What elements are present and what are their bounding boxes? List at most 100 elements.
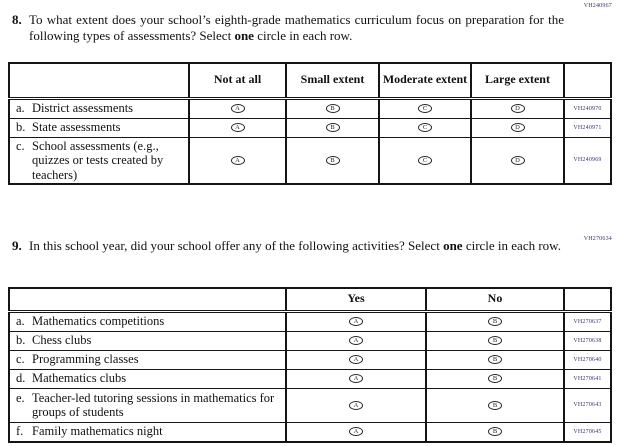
q8-col-header-moderate-extent: Moderate extent [378, 62, 472, 100]
q8-empty-header-cell [8, 62, 190, 100]
q8-empty-code-header-cell [563, 62, 612, 100]
row-label: c. Programming classes [8, 349, 287, 370]
answer-cell: A [285, 368, 427, 389]
row-label: d. Mathematics clubs [8, 368, 287, 389]
row-code: VH270643 [563, 387, 612, 423]
q8-answer-table: Not at all Small extent Moderate extent … [8, 62, 612, 185]
row-code: VH240970 [563, 97, 612, 119]
question-9-number: 9. [12, 238, 22, 253]
answer-bubble[interactable]: C [418, 123, 432, 133]
q8-col-header-small-extent: Small extent [285, 62, 380, 100]
row-label-text: Mathematics competitions [32, 314, 165, 329]
q9-col-header-no: No [425, 287, 565, 313]
answer-cell: D [470, 97, 565, 119]
answer-bubble[interactable]: A [349, 317, 363, 327]
answer-bubble[interactable]: B [325, 123, 340, 133]
row-letter: f. [16, 424, 24, 439]
row-code: VH240969 [563, 136, 612, 185]
answer-cell: A [285, 330, 427, 351]
answer-bubble[interactable]: A [349, 400, 363, 410]
answer-bubble[interactable]: A [349, 427, 363, 437]
q8-col-header-large-extent: Large extent [470, 62, 565, 100]
answer-cell: A [285, 310, 427, 332]
row-code: VH270638 [563, 330, 612, 351]
row-letter: a. [16, 101, 25, 116]
answer-bubble[interactable]: A [349, 374, 363, 384]
question-8-bold-word: one [234, 27, 254, 43]
question-9-text: 9. In this school year, did your school o… [12, 238, 564, 254]
q9-row-programming-classes: c. Programming classes A B VH270640 [8, 349, 612, 370]
row-letter: c. [16, 352, 25, 367]
answer-bubble[interactable]: A [349, 336, 363, 346]
row-letter: a. [16, 314, 25, 329]
answer-cell: B [425, 368, 565, 389]
answer-bubble[interactable]: B [488, 355, 502, 365]
q9-col-header-yes: Yes [285, 287, 427, 313]
answer-cell: B [425, 330, 565, 351]
answer-bubble[interactable]: A [230, 104, 245, 114]
q8-row-state-assessments: b. State assessments A B C D VH240971 [8, 117, 612, 138]
answer-cell: B [425, 387, 565, 423]
question-9-bold-word: one [443, 238, 463, 253]
q9-header-row: Yes No [8, 287, 612, 313]
row-label-text: Chess clubs [32, 333, 92, 348]
q8-header-row: Not at all Small extent Moderate extent … [8, 62, 612, 100]
answer-cell: B [285, 136, 380, 185]
q9-empty-code-header-cell [563, 287, 612, 313]
row-letter: b. [16, 333, 26, 348]
answer-cell: A [285, 421, 427, 442]
answer-cell: A [285, 349, 427, 370]
question-8-text-after: circle in each row. [257, 27, 353, 43]
answer-bubble[interactable]: D [510, 156, 525, 166]
answer-bubble[interactable]: A [230, 123, 245, 133]
answer-bubble[interactable]: C [418, 156, 432, 166]
answer-bubble[interactable]: C [418, 104, 432, 114]
answer-bubble[interactable]: B [325, 104, 340, 114]
row-label: c. School assessments (e.g., quizzes or t… [8, 136, 190, 185]
answer-bubble[interactable]: B [488, 317, 502, 327]
q8-row-district-assessments: a. District assessments A B C D VH240970 [8, 97, 612, 119]
question-9-text-before: In this school year, did your school off… [29, 238, 440, 253]
row-code: VH270645 [563, 421, 612, 442]
row-label-text: School assessments (e.g., quizzes or tes… [32, 138, 164, 182]
answer-cell: A [285, 387, 427, 423]
question-9-text-after: circle in each row. [465, 238, 561, 253]
row-label-text: Family mathematics night [32, 424, 163, 439]
row-code: VH240971 [563, 117, 612, 138]
row-label-text: Programming classes [32, 352, 139, 367]
row-label: b. Chess clubs [8, 330, 287, 351]
question-9-code: VH270634 [583, 236, 612, 242]
answer-cell: A [188, 136, 287, 185]
q9-answer-table: Yes No a. Mathematics competitions A B VH… [8, 287, 612, 443]
row-label: e. Teacher-led tutoring sessions in mathe… [8, 387, 287, 423]
answer-cell: C [378, 97, 472, 119]
row-label-text: District assessments [32, 101, 134, 116]
question-8-text: 8. To what extent does your school’s eigh… [12, 12, 564, 44]
answer-bubble[interactable]: D [510, 123, 525, 133]
answer-cell: D [470, 136, 565, 185]
answer-cell: C [378, 136, 472, 185]
row-label: a. District assessments [8, 97, 190, 119]
row-label-text: State assessments [32, 120, 121, 135]
answer-cell: B [425, 349, 565, 370]
row-code: VH270637 [563, 310, 612, 332]
answer-cell: A [188, 97, 287, 119]
row-label: b. State assessments [8, 117, 190, 138]
answer-cell: B [285, 117, 380, 138]
answer-bubble[interactable]: B [488, 427, 502, 437]
answer-bubble[interactable]: B [325, 156, 340, 166]
answer-cell: C [378, 117, 472, 138]
answer-cell: A [188, 117, 287, 138]
answer-bubble[interactable]: A [230, 156, 245, 166]
q9-empty-header-cell [8, 287, 287, 313]
answer-bubble[interactable]: B [488, 400, 502, 410]
q8-row-school-assessments: c. School assessments (e.g., quizzes or t… [8, 136, 612, 185]
answer-bubble[interactable]: D [510, 104, 525, 114]
q8-col-header-not-at-all: Not at all [188, 62, 287, 100]
answer-bubble[interactable]: B [488, 374, 502, 384]
answer-bubble[interactable]: A [349, 355, 363, 365]
question-8-text-before: To what extent does your school’s eighth… [29, 12, 564, 43]
answer-bubble[interactable]: B [488, 336, 502, 346]
q9-row-mathematics-clubs: d. Mathematics clubs A B VH270641 [8, 368, 612, 389]
